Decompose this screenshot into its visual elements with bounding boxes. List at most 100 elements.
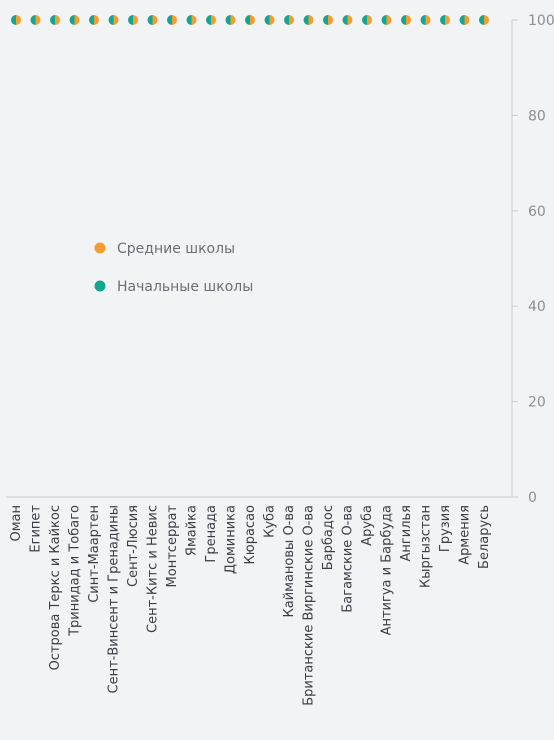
data-point-primary (11, 15, 16, 25)
data-point-primary (108, 15, 114, 25)
x-tick-label: Сент-Китс и Невис (146, 505, 161, 633)
data-point-secondary (406, 15, 411, 25)
data-point-primary (89, 15, 94, 25)
data-point-primary (264, 15, 270, 25)
data-point-primary (440, 15, 445, 25)
data-point-secondary (425, 15, 431, 25)
data-point-group (11, 15, 21, 25)
data-point-group (147, 15, 158, 25)
data-point-group (186, 15, 197, 25)
data-point-secondary (133, 15, 138, 25)
data-point-group (323, 15, 333, 25)
data-point-secondary (191, 15, 197, 25)
legend-marker (94, 280, 106, 292)
x-tick-label: Беларусь (477, 505, 492, 569)
y-tick-label: 0 (528, 490, 537, 506)
x-tick-label: Доминика (224, 505, 239, 574)
data-point-group (362, 15, 372, 25)
y-tick-label: 60 (528, 204, 546, 220)
data-point-secondary (464, 15, 470, 25)
x-tick-label: Сент-Винсент и Гренадины (107, 505, 122, 693)
data-point-group (50, 15, 60, 25)
legend-label: Начальные школы (117, 279, 253, 295)
data-point-secondary (308, 15, 314, 25)
data-point-secondary (484, 15, 489, 25)
data-point-group (420, 15, 431, 25)
data-point-secondary (230, 15, 236, 25)
data-point-secondary (16, 15, 21, 25)
data-point-secondary (113, 15, 119, 25)
y-tick-label: 100 (528, 13, 554, 29)
data-point-secondary (94, 15, 99, 25)
data-point-primary (479, 15, 484, 25)
x-tick-label: Монтсеррат (165, 505, 180, 588)
data-point-secondary (347, 15, 353, 25)
x-tick-label: Оман (9, 505, 24, 542)
data-point-primary (30, 15, 36, 25)
data-point-primary (167, 15, 172, 25)
data-point-group (167, 15, 177, 25)
x-tick-label: Каймановы О-ва (282, 505, 297, 617)
x-tick-label: Аруба (360, 505, 375, 546)
data-point-primary (225, 15, 231, 25)
data-point-group (30, 15, 41, 25)
data-point-group (401, 15, 411, 25)
x-tick-label: Сент-Люсия (126, 505, 141, 587)
y-tick-label: 80 (528, 108, 546, 124)
data-point-secondary (367, 15, 372, 25)
data-point-secondary (152, 15, 158, 25)
data-point-primary (303, 15, 309, 25)
x-tick-label: Багамские О-ва (341, 505, 356, 613)
data-point-group (108, 15, 119, 25)
data-point-secondary (250, 15, 255, 25)
data-point-group (440, 15, 450, 25)
data-point-secondary (289, 15, 294, 25)
data-point-group (303, 15, 314, 25)
data-point-secondary (269, 15, 275, 25)
data-point-group (128, 15, 138, 25)
data-point-primary (186, 15, 192, 25)
x-tick-label: Антигуа и Барбуда (380, 505, 395, 635)
legend-label: Средние школы (117, 241, 235, 257)
data-point-primary (362, 15, 367, 25)
data-point-primary (284, 15, 289, 25)
y-tick-label: 40 (528, 299, 546, 315)
x-tick-label: Египет (29, 505, 44, 553)
x-tick-label: Барбадос (321, 505, 336, 570)
data-point-primary (128, 15, 133, 25)
data-point-primary (342, 15, 348, 25)
data-point-group (264, 15, 275, 25)
data-point-primary (401, 15, 406, 25)
data-point-group (284, 15, 294, 25)
x-tick-label: Синт-Маартен (87, 505, 102, 603)
data-point-primary (206, 15, 211, 25)
x-tick-label: Британские Виргинские О-ва (302, 505, 317, 706)
x-tick-label: Ангилья (399, 505, 414, 561)
x-tick-label: Кюрасао (243, 505, 258, 565)
data-point-secondary (35, 15, 41, 25)
data-point-primary (245, 15, 250, 25)
x-tick-label: Армения (458, 505, 473, 565)
data-point-secondary (55, 15, 60, 25)
data-point-primary (323, 15, 328, 25)
data-point-group (225, 15, 236, 25)
x-tick-label: Тринидад и Тобаго (68, 505, 83, 637)
data-point-primary (420, 15, 426, 25)
data-point-primary (381, 15, 387, 25)
data-point-primary (50, 15, 55, 25)
x-tick-label: Гренада (204, 505, 219, 563)
data-point-secondary (445, 15, 450, 25)
data-point-group (206, 15, 216, 25)
data-point-secondary (74, 15, 80, 25)
y-tick-label: 20 (528, 395, 546, 411)
data-point-group (479, 15, 489, 25)
data-point-primary (147, 15, 153, 25)
data-point-group (89, 15, 99, 25)
data-point-secondary (211, 15, 216, 25)
data-point-group (69, 15, 80, 25)
data-point-group (342, 15, 353, 25)
data-point-primary (459, 15, 465, 25)
data-point-secondary (172, 15, 177, 25)
